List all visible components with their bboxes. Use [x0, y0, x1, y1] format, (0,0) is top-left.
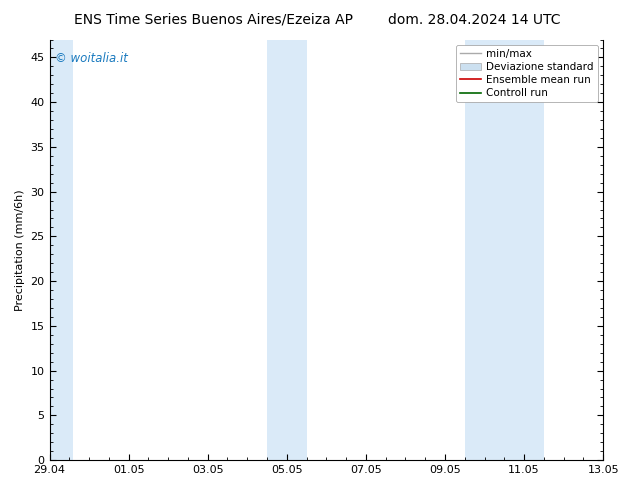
Bar — [267, 40, 307, 460]
Text: ENS Time Series Buenos Aires/Ezeiza AP        dom. 28.04.2024 14 UTC: ENS Time Series Buenos Aires/Ezeiza AP d… — [74, 12, 560, 26]
Bar — [49, 40, 74, 460]
Text: © woitalia.it: © woitalia.it — [55, 52, 128, 65]
Legend: min/max, Deviazione standard, Ensemble mean run, Controll run: min/max, Deviazione standard, Ensemble m… — [456, 45, 598, 102]
Y-axis label: Precipitation (mm/6h): Precipitation (mm/6h) — [15, 189, 25, 311]
Bar — [465, 40, 544, 460]
